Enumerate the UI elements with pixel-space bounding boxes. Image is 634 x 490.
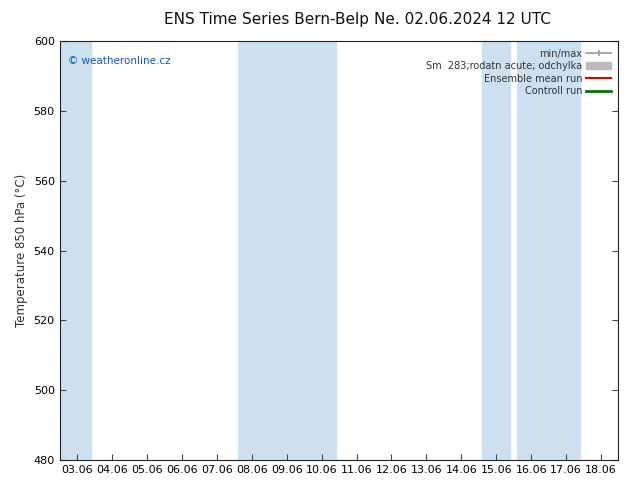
- Bar: [482, 41, 510, 460]
- Text: ENS Time Series Bern-Belp: ENS Time Series Bern-Belp: [164, 12, 369, 27]
- Bar: [517, 41, 580, 460]
- Text: Ne. 02.06.2024 12 UTC: Ne. 02.06.2024 12 UTC: [375, 12, 551, 27]
- Legend: min/max, Sm  283;rodatn acute; odchylka, Ensemble mean run, Controll run: min/max, Sm 283;rodatn acute; odchylka, …: [424, 46, 614, 99]
- Bar: [60, 41, 91, 460]
- Text: © weatheronline.cz: © weatheronline.cz: [68, 56, 171, 66]
- Bar: [238, 41, 335, 460]
- Y-axis label: Temperature 850 hPa (°C): Temperature 850 hPa (°C): [15, 174, 28, 327]
